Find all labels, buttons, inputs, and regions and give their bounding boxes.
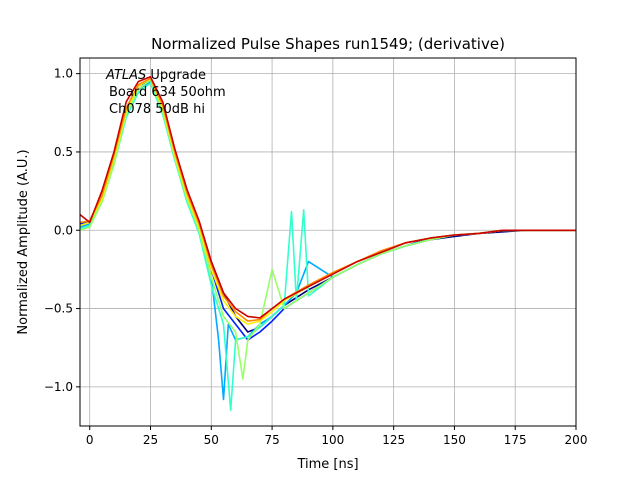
x-axis-ticks: 0 25 50 75 100 125 150 175 200: [86, 426, 588, 447]
x-tick-label: 100: [321, 433, 344, 447]
y-axis-label: Normalized Amplitude (A.U.): [16, 149, 31, 334]
x-tick-label: 125: [382, 433, 405, 447]
x-tick-label: 0: [86, 433, 94, 447]
chart-annotation: ATLAS Upgrade Board 634 50ohm Ch078 50dB…: [105, 68, 226, 117]
x-tick-label: 25: [143, 433, 158, 447]
x-tick-label: 50: [204, 433, 219, 447]
y-tick-label: −1.0: [44, 380, 73, 394]
y-tick-label: 1.0: [54, 67, 73, 81]
annotation-line-2: Board 634 50ohm: [109, 85, 226, 100]
x-tick-label: 150: [443, 433, 466, 447]
y-tick-label: −0.5: [44, 302, 73, 316]
x-axis-label: Time [ns]: [296, 457, 358, 472]
series-line-8: [80, 76, 576, 319]
annotation-upgrade: Upgrade: [146, 68, 206, 83]
y-axis-ticks: −1.0 −0.5 0.0 0.5 1.0: [44, 67, 80, 394]
plot-series-group: [80, 76, 576, 412]
annotation-atlas: ATLAS: [105, 68, 146, 83]
annotation-line-1: ATLAS Upgrade: [105, 68, 206, 83]
y-tick-label: 0.0: [54, 223, 73, 237]
grid: [80, 58, 577, 426]
x-tick-label: 75: [264, 433, 279, 447]
plot-frame: [79, 57, 577, 427]
y-tick-label: 0.5: [54, 145, 73, 159]
chart-title: Normalized Pulse Shapes run1549; (deriva…: [151, 35, 505, 53]
x-tick-label: 200: [565, 433, 588, 447]
x-tick-label: 175: [504, 433, 527, 447]
annotation-line-3: Ch078 50dB hi: [109, 102, 205, 117]
